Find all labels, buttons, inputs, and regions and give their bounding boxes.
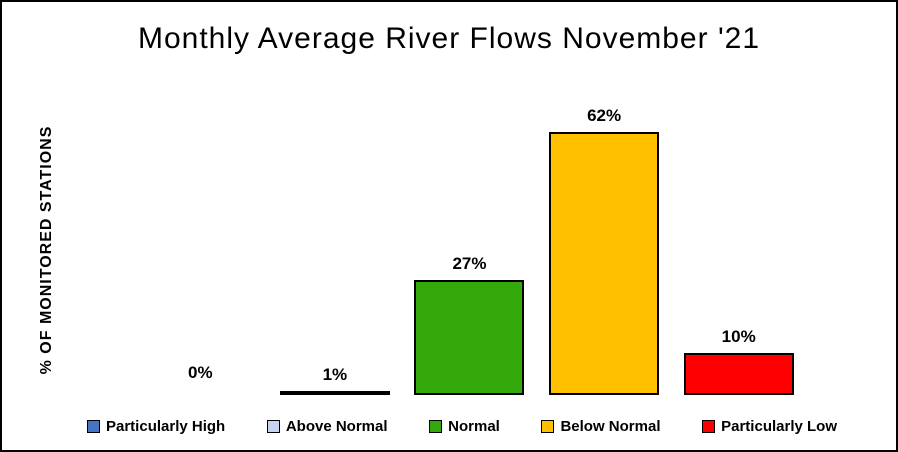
- chart-title: Monthly Average River Flows November '21: [137, 22, 761, 55]
- bar-column-particularly-high: 0%: [133, 100, 268, 395]
- bar-normal: [414, 280, 525, 395]
- legend-label-above-normal: Above Normal: [285, 417, 388, 435]
- legend-swatch-icon-particularly-low: [702, 419, 716, 433]
- legend-label-particularly-low: Particularly Low: [721, 417, 837, 435]
- data-label-above-normal: 1%: [322, 365, 348, 384]
- data-label-below-normal: 62%: [587, 106, 622, 125]
- bar-column-normal: 27%: [402, 100, 537, 395]
- plot-area: 0% 1% 27% 62% 10%: [133, 100, 806, 395]
- legend-label-below-normal: Below Normal: [560, 417, 661, 435]
- bar-column-above-normal: 1%: [268, 100, 403, 395]
- legend-swatch-icon-above-normal: [266, 419, 280, 433]
- legend-swatch-icon-normal: [429, 419, 443, 433]
- data-label-normal: 27%: [452, 254, 487, 273]
- legend-item-particularly-high: Particularly High: [87, 418, 225, 435]
- legend: Particularly High Above Normal Normal Below…: [87, 414, 837, 438]
- bar-below-normal: [549, 132, 660, 395]
- data-label-particularly-high: 0%: [188, 363, 213, 382]
- legend-item-particularly-low: Particularly Low: [702, 418, 837, 435]
- y-axis-label: % OF MONITORED STATIONS: [38, 125, 55, 375]
- legend-item-above-normal: Above Normal: [266, 417, 388, 435]
- legend-label-particularly-high: Particularly High: [106, 417, 226, 435]
- bar-above-normal: [279, 391, 390, 395]
- bar-column-below-normal: 62%: [537, 100, 672, 395]
- legend-label-normal: Normal: [448, 417, 500, 435]
- legend-item-normal: Normal: [429, 418, 500, 435]
- legend-item-below-normal: Below Normal: [541, 417, 661, 435]
- legend-swatch-icon-below-normal: [541, 419, 555, 433]
- data-label-particularly-low: 10%: [721, 327, 756, 346]
- legend-swatch-icon-particularly-high: [87, 419, 100, 433]
- bar-column-particularly-low: 10%: [671, 100, 806, 395]
- bar-particularly-low: [683, 353, 794, 395]
